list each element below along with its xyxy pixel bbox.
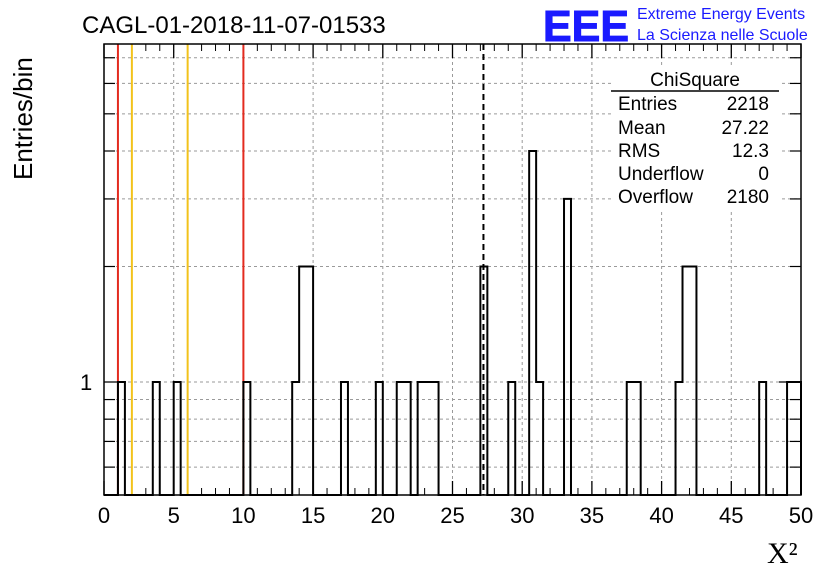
plot-frame: [103, 43, 802, 496]
logo-line2: La Scienza nelle Scuole: [637, 27, 808, 44]
x-tick-label: 25: [440, 503, 464, 528]
x-tick-label: 20: [371, 503, 395, 528]
stats-box-background: [611, 66, 779, 211]
stats-overflow-label: Overflow: [618, 187, 693, 208]
stats-underflow-value: 0: [758, 164, 769, 185]
x-tick-label: 15: [301, 503, 325, 528]
logo-mark: EEE: [543, 2, 629, 51]
eee-logo: EEE Extreme Energy Events La Scienza nel…: [543, 2, 808, 52]
x-tick-label: 40: [649, 503, 673, 528]
x-tick-label: 35: [580, 503, 604, 528]
x-tick-label: 45: [719, 503, 743, 528]
stats-box: ChiSquare Entries 2218 Mean 27.22 RMS 12…: [611, 66, 779, 211]
stats-rms-label: RMS: [618, 141, 660, 162]
stats-mean-label: Mean: [618, 118, 666, 139]
stats-entries-label: Entries: [618, 94, 677, 115]
x-tick-label: 0: [98, 503, 110, 528]
chart-title: CAGL-01-2018-11-07-01533: [82, 12, 386, 39]
stats-title: ChiSquare: [650, 70, 740, 91]
x-axis-label: X²: [767, 537, 798, 570]
x-tick-label: 5: [168, 503, 180, 528]
stats-overflow-value: 2180: [727, 187, 769, 208]
stats-mean-value: 27.22: [721, 118, 769, 139]
y-tick-label-1: 1: [80, 370, 92, 395]
logo-line1: Extreme Energy Events: [637, 6, 805, 23]
x-tick-label: 10: [231, 503, 255, 528]
stats-underflow-label: Underflow: [618, 164, 704, 185]
x-tick-label: 50: [789, 503, 813, 528]
x-ticks: 0 5 10 15 20 25 30 35 40 45 50: [98, 44, 813, 528]
stats-entries-value: 2218: [727, 94, 769, 115]
x-tick-label: 30: [510, 503, 534, 528]
y-axis-label: Entries/bin: [8, 57, 38, 180]
stats-rms-value: 12.3: [732, 141, 769, 162]
